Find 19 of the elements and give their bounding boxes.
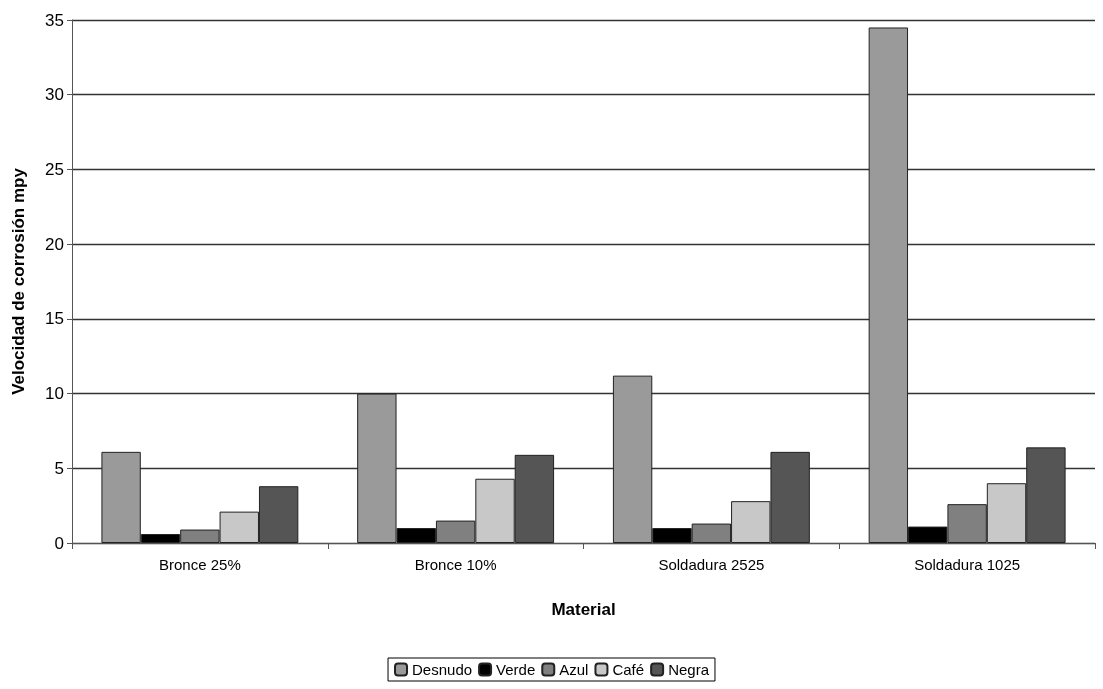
y-tick-label: 10 <box>45 384 64 404</box>
y-tick-label: 0 <box>54 533 64 553</box>
y-tick-label: 20 <box>45 234 64 254</box>
x-tick-label: Bronce 25% <box>159 556 241 573</box>
x-tick-label: Bronce 10% <box>414 556 497 573</box>
y-tick-label: 5 <box>54 458 64 478</box>
legend-label: Desnudo <box>412 661 473 678</box>
x-tick-label: Soldadura 2525 <box>658 556 765 573</box>
y-tick-label: 15 <box>45 309 64 329</box>
y-tick-label: 35 <box>45 10 64 30</box>
y-tick-label: 25 <box>45 159 64 179</box>
legend-label: Azul <box>559 661 589 678</box>
legend-label: Café <box>612 661 645 678</box>
y-tick-label: 30 <box>45 85 64 105</box>
y-axis-title: Velocidad de corrosión mpy <box>9 167 28 395</box>
legend-label: Negra <box>668 661 710 678</box>
legend-label: Verde <box>496 661 536 678</box>
x-tick-label: Soldadura 1025 <box>914 556 1021 573</box>
x-axis-title: Material <box>551 600 616 619</box>
